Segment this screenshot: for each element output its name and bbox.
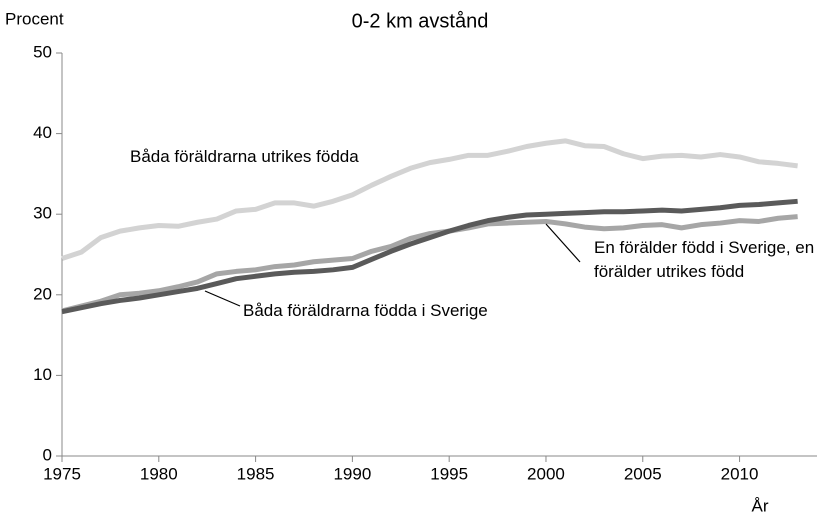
x-tick-label: 2010 bbox=[721, 464, 759, 483]
y-tick-label: 10 bbox=[33, 365, 52, 384]
series-line bbox=[61, 138, 798, 261]
y-tick-label: 20 bbox=[33, 284, 52, 303]
leader-lines bbox=[204, 223, 581, 307]
x-axis-label: År bbox=[752, 496, 769, 515]
x-tick-label: 2005 bbox=[624, 464, 662, 483]
y-axis-label: Procent bbox=[5, 9, 64, 28]
x-tick-label: 2000 bbox=[527, 464, 565, 483]
x-tick-label: 1990 bbox=[333, 464, 371, 483]
leader-line bbox=[545, 223, 581, 263]
series-label-box: Båda föräldrarna utrikes födda bbox=[130, 147, 359, 166]
series-label: En förälder född i Sverige, en förälder … bbox=[594, 238, 815, 281]
y-tick-label: 30 bbox=[33, 204, 52, 223]
y-tick-label: 50 bbox=[33, 42, 52, 61]
series-label-box: Båda föräldrarna födda i Sverige bbox=[243, 301, 488, 320]
x-tick-label: 1995 bbox=[430, 464, 468, 483]
x-tick-label: 1975 bbox=[43, 464, 81, 483]
leader-line bbox=[204, 290, 241, 307]
series-label: Båda föräldrarna födda i Sverige bbox=[243, 301, 488, 320]
series-label-box: En förälder född i Sverige, en förälder … bbox=[594, 238, 815, 281]
y-tick-label: 40 bbox=[33, 123, 52, 142]
x-tick-label: 1980 bbox=[140, 464, 178, 483]
x-tick-label: 1985 bbox=[237, 464, 275, 483]
series-line bbox=[61, 198, 798, 315]
chart-title: 0-2 km avstånd bbox=[352, 10, 489, 32]
y-tick-label: 0 bbox=[43, 445, 52, 464]
series-label: Båda föräldrarna utrikes födda bbox=[130, 147, 359, 166]
series-line bbox=[61, 214, 798, 314]
